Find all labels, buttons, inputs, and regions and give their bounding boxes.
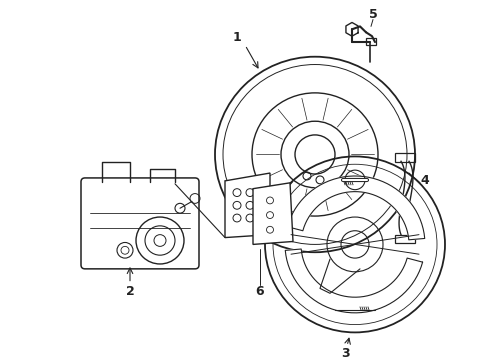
Polygon shape — [285, 249, 422, 313]
Text: 6: 6 — [256, 285, 264, 298]
Polygon shape — [225, 173, 270, 238]
Polygon shape — [288, 176, 425, 240]
Text: 3: 3 — [341, 347, 349, 360]
Text: 1: 1 — [233, 31, 242, 44]
Polygon shape — [253, 183, 293, 244]
FancyBboxPatch shape — [395, 235, 415, 243]
Text: 4: 4 — [420, 174, 429, 187]
Text: 5: 5 — [368, 8, 377, 21]
Text: 2: 2 — [125, 285, 134, 298]
FancyBboxPatch shape — [81, 178, 199, 269]
FancyBboxPatch shape — [395, 153, 415, 162]
